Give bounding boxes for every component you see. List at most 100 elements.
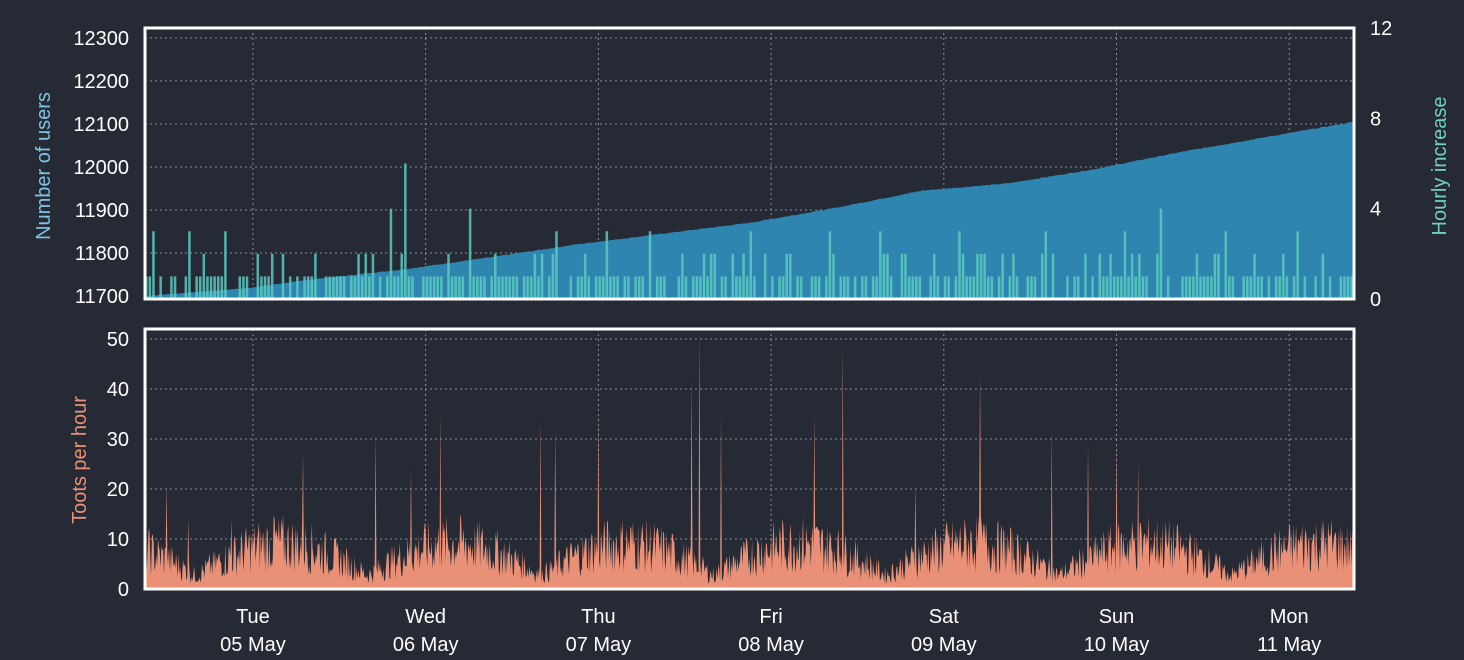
- hourly-increase-bar: [371, 253, 375, 299]
- hourly-increase-bar: [537, 276, 540, 299]
- hourly-increase-bar: [1260, 276, 1263, 299]
- date-tick-label: 05 May: [220, 634, 286, 656]
- hourly-increase-bar: [548, 276, 551, 299]
- hourly-increase-bar: [871, 276, 875, 299]
- hourly-increase-bar: [389, 208, 393, 299]
- hourly-increase-bar: [753, 276, 756, 299]
- hourly-increase-bar: [702, 253, 706, 299]
- hourly-increase-bar: [907, 276, 911, 299]
- hourly-increase-bar: [483, 276, 486, 299]
- hourly-increase-bar: [695, 276, 699, 299]
- hourly-increase-bar: [735, 276, 738, 299]
- hourly-increase-bar: [623, 276, 627, 299]
- hourly-increase-bar: [886, 253, 889, 299]
- hourly-increase-bar: [1033, 276, 1037, 299]
- hourly-increase-bar: [598, 276, 601, 299]
- hourly-increase-bar: [1073, 276, 1076, 299]
- hourly-increase-bar: [706, 276, 709, 299]
- hourly-increase-bar: [594, 276, 598, 299]
- date-tick-label: 08 May: [738, 634, 804, 656]
- hourly-increase-bar: [1285, 276, 1289, 299]
- hourly-increase-bar: [170, 276, 173, 299]
- hourly-increase-bar: [152, 231, 155, 299]
- hourly-increase-bar: [540, 253, 544, 299]
- hourly-increase-bar: [1008, 276, 1012, 299]
- hourly-increase-bar: [515, 276, 519, 299]
- hourly-increase-bar: [825, 276, 828, 299]
- hourly-increase-bar: [1015, 276, 1019, 299]
- toots-series: [145, 329, 1354, 589]
- hourly-increase-bar: [310, 276, 314, 299]
- hourly-increase-bar: [879, 231, 882, 299]
- hourly-increase-bar: [1026, 276, 1030, 299]
- hourly-increase-bar: [1303, 276, 1307, 299]
- hourly-increase-bar: [1138, 253, 1141, 299]
- hourly-increase-bar: [360, 276, 364, 299]
- hourly-increase-bar: [555, 231, 558, 299]
- hourly-increase-bar: [378, 276, 382, 299]
- hourly-increase-bar: [400, 253, 403, 299]
- hourly-increase-bar: [875, 276, 878, 299]
- hourly-increase-bar: [1292, 276, 1296, 299]
- day-tick-label: Sat: [929, 606, 959, 628]
- hourly-increase-bar: [997, 276, 1001, 299]
- hourly-increase-bar: [1274, 276, 1278, 299]
- hourly-increase-bar: [396, 276, 400, 299]
- hourly-increase-bar: [1040, 253, 1044, 299]
- hourly-increase-bar: [1184, 276, 1188, 299]
- hourly-increase-bar: [713, 253, 717, 299]
- day-tick-label: Fri: [759, 606, 782, 628]
- hourly-increase-bar: [864, 276, 868, 299]
- hourly-increase-bar: [1282, 253, 1285, 299]
- hourly-increase-bar: [468, 208, 472, 299]
- day-tick-label: Mon: [1270, 606, 1309, 628]
- hourly-increase-bar: [335, 276, 339, 299]
- hourly-increase-bar: [1206, 276, 1209, 299]
- date-tick-label: 11 May: [1257, 634, 1321, 656]
- toots-panel-grid: [145, 329, 1354, 590]
- toots-tick-label: 20: [107, 479, 129, 501]
- hourly-increase-bar: [1044, 231, 1048, 299]
- hourly-increase-bar: [1231, 276, 1235, 299]
- hourly-increase-bar: [533, 253, 537, 299]
- hourly-increase-bar: [832, 253, 835, 299]
- hourly-increase-bar: [314, 253, 317, 299]
- hourly-increase-bar: [1123, 231, 1127, 299]
- hourly-increase-bar: [943, 276, 947, 299]
- hourly-increase-bar: [148, 276, 152, 299]
- hourly-increase-bar: [1166, 276, 1170, 299]
- hourly-increase-bar: [407, 276, 411, 299]
- users-axis-label: Number of users: [33, 92, 55, 240]
- hourly-increase-bar: [454, 276, 457, 299]
- hourly-increase-bar: [1102, 276, 1105, 299]
- hourly-increase-bar: [986, 276, 990, 299]
- hourly-increase-bar: [551, 253, 555, 299]
- users-tick-label: 12300: [73, 28, 129, 50]
- hourly-increase-bar: [763, 253, 767, 299]
- hourly-increase-bar: [260, 276, 263, 299]
- hourly-increase-bar: [1001, 253, 1004, 299]
- hourly-increase-bar: [504, 276, 508, 299]
- hourly-increase-bar: [339, 276, 342, 299]
- hourly-increase-bar: [1156, 253, 1159, 299]
- users-tick-label: 12200: [73, 71, 129, 93]
- hourly-increase-bar: [393, 276, 396, 299]
- hourly-increase-bar: [188, 231, 191, 299]
- hourly-increase-bar: [1328, 276, 1332, 299]
- hourly-increase-bar: [1350, 276, 1353, 299]
- hourly-increase-bar: [1098, 253, 1102, 299]
- hourly-increase-bar: [1091, 276, 1094, 299]
- hourly-increase-bar: [458, 276, 461, 299]
- hourly-increase-bar: [357, 253, 360, 299]
- hourly-increase-bar: [159, 276, 162, 299]
- hourly-increase-bar: [1130, 253, 1134, 299]
- hourly-increase-bar: [587, 276, 591, 299]
- hourly-increase-bar: [1210, 276, 1213, 299]
- hourly-increase-bar: [612, 276, 616, 299]
- hourly-increase-bar: [494, 253, 497, 299]
- hourly-increase-bar: [386, 276, 389, 299]
- hourly-increase-bar: [422, 276, 425, 299]
- day-tick-label: Tue: [236, 606, 270, 628]
- hourly-increase-bar: [778, 276, 781, 299]
- hourly-increase-bar: [828, 231, 832, 299]
